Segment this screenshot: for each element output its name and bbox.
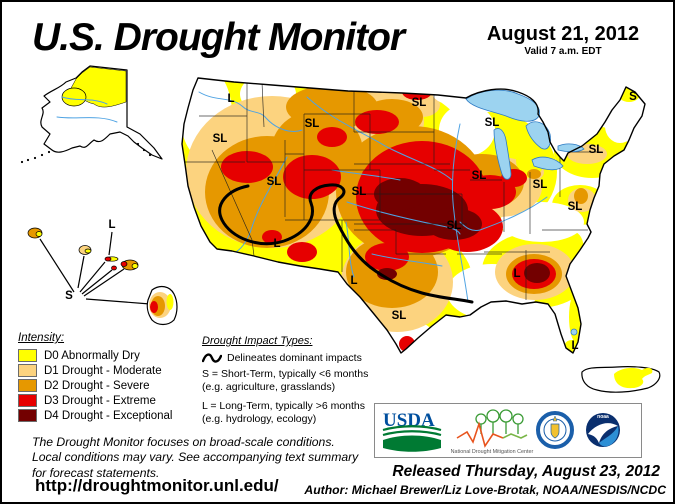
impact-region-label: SL [589,144,604,156]
impact-region-label: L [350,275,357,287]
legend-label: D4 Drought - Exceptional [44,409,173,422]
alaska-inset [20,65,163,164]
legend-label: D2 Drought - Severe [44,379,150,392]
valid-time: Valid 7 a.m. EDT [524,46,602,57]
delineates-text: Delineates dominant impacts [227,351,362,364]
legend-swatch-d3 [18,394,37,407]
impact-region-label: S [629,91,637,103]
legend-item-d0: D0 Abnormally Dry [18,348,172,363]
usda-logo: USDA [382,410,442,452]
legend-swatch-d4 [18,409,37,422]
page-title: U.S. Drought Monitor [32,16,405,59]
impact-region-label: L [227,93,234,105]
legend-label: D0 Abnormally Dry [44,349,140,362]
legend-title: Intensity: [18,332,65,344]
impact-region-label: SL [213,133,228,145]
legend-item-d4: D4 Drought - Exceptional [18,408,172,423]
impact-region-label: SL [267,176,282,188]
great-lakes [465,89,585,336]
noaa-logo-text: noaa [597,414,609,420]
impact-region-label: SL [568,201,583,213]
released-date: Released Thursday, August 23, 2012 [392,463,660,480]
impact-region-label: SL [412,97,427,109]
long-term-example: (e.g. hydrology, ecology) [202,412,317,425]
impact-region-label: SL [533,179,548,191]
impact-region-label: SL [485,117,500,129]
delineation-squiggle-icon [202,353,222,363]
noaa-logo: noaa [586,413,620,447]
impact-region-label: SL [447,220,462,232]
short-term-example: (e.g. agriculture, grasslands) [202,380,336,393]
impact-region-label: SL [305,118,320,130]
impact-types-panel: Drought Impact Types: Delineates dominan… [202,335,374,432]
impact-region-label: L [513,268,520,280]
impact-region-label: S [65,290,73,302]
legend-label: D3 Drought - Extreme [44,394,156,407]
impact-delineation-line [218,183,474,304]
impact-types-title: Drought Impact Types: [202,335,313,347]
impact-region-label: SL [352,186,367,198]
commerce-seal-icon [536,411,574,449]
impact-region-label: L [108,219,115,231]
hawaii-inset [27,227,178,326]
intensity-legend: Intensity: D0 Abnormally Dry D1 Drought -… [18,332,172,423]
legend-item-d2: D2 Drought - Severe [18,378,172,393]
long-term-def: L = Long-Term, typically >6 months [202,399,366,412]
legend-swatch-d2 [18,379,37,392]
author-credit: Author: Michael Brewer/Liz Love-Brotak, … [304,483,666,497]
drought-monitor-url[interactable]: http://droughtmonitor.unl.edu/ [35,476,279,495]
impact-region-label: SL [472,170,487,182]
state-borders [183,80,602,300]
legend-item-d3: D3 Drought - Extreme [18,393,172,408]
impact-region-label: L [571,340,578,352]
ndmc-logo-text: National Drought Mitigation Center [451,449,534,455]
map-date: August 21, 2012 [486,23,640,45]
impact-region-label: SL [392,310,407,322]
legend-swatch-d0 [18,349,37,362]
disclaimer-text: The Drought Monitor focuses on broad-sca… [32,435,359,480]
puerto-rico-inset [581,366,661,393]
impact-region-labels: L SL SL SL SL SL SL SL SL SL S SL SL L L SL L L L S [65,91,637,352]
short-term-def: S = Short-Term, typically <6 months [202,367,369,380]
date-block: August 21, 2012 Valid 7 a.m. EDT [470,24,656,57]
rivers [198,91,548,303]
legend-item-d1: D1 Drought - Moderate [18,363,172,378]
drought-severity-layers [182,78,641,353]
ndmc-logo: National Drought Mitigation Center [451,409,534,455]
impact-region-label: L [273,238,280,250]
legend-swatch-d1 [18,364,37,377]
legend-label: D1 Drought - Moderate [44,364,162,377]
agency-logos-box: USDA National Drought Mitigation Center [374,403,642,458]
